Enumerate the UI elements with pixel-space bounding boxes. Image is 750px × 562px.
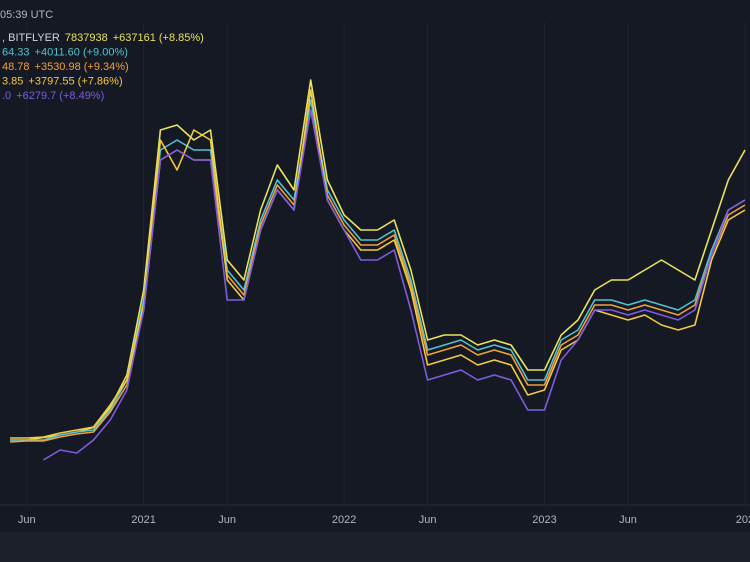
legend-change: +3530.98 (+9.34%) xyxy=(35,61,129,73)
x-tick-label: Jun xyxy=(619,514,637,526)
legend-last: 48.78 xyxy=(2,61,30,73)
legend-change: +4011.60 (+9.00%) xyxy=(35,46,128,58)
legend-change: +6279.7 (+8.49%) xyxy=(16,90,104,102)
x-tick-label: Jun xyxy=(18,514,36,526)
legend-last: 7837938 xyxy=(65,32,108,44)
x-tick-label: 2022 xyxy=(332,514,356,526)
x-tick-label: 2023 xyxy=(532,514,556,526)
x-tick-label: 202 xyxy=(736,514,750,526)
legend-last: 3.85 xyxy=(2,75,23,87)
legend-last: 64.33 xyxy=(2,46,30,58)
x-tick-label: 2021 xyxy=(131,514,155,526)
bottom-panel xyxy=(0,532,750,562)
legend-last: .0 xyxy=(2,90,11,102)
series-line xyxy=(10,79,746,441)
series-line xyxy=(42,109,746,461)
series-line xyxy=(10,89,746,439)
x-tick-label: Jun xyxy=(419,514,437,526)
legend-name: , BITFLYER xyxy=(2,32,60,44)
legend-change: +637161 (+8.85%) xyxy=(113,32,204,44)
legend-change: +3797.55 (+7.86%) xyxy=(28,75,122,87)
x-tick-label: Jun xyxy=(218,514,236,526)
toolbar-time: 05:39 UTC xyxy=(0,9,53,21)
